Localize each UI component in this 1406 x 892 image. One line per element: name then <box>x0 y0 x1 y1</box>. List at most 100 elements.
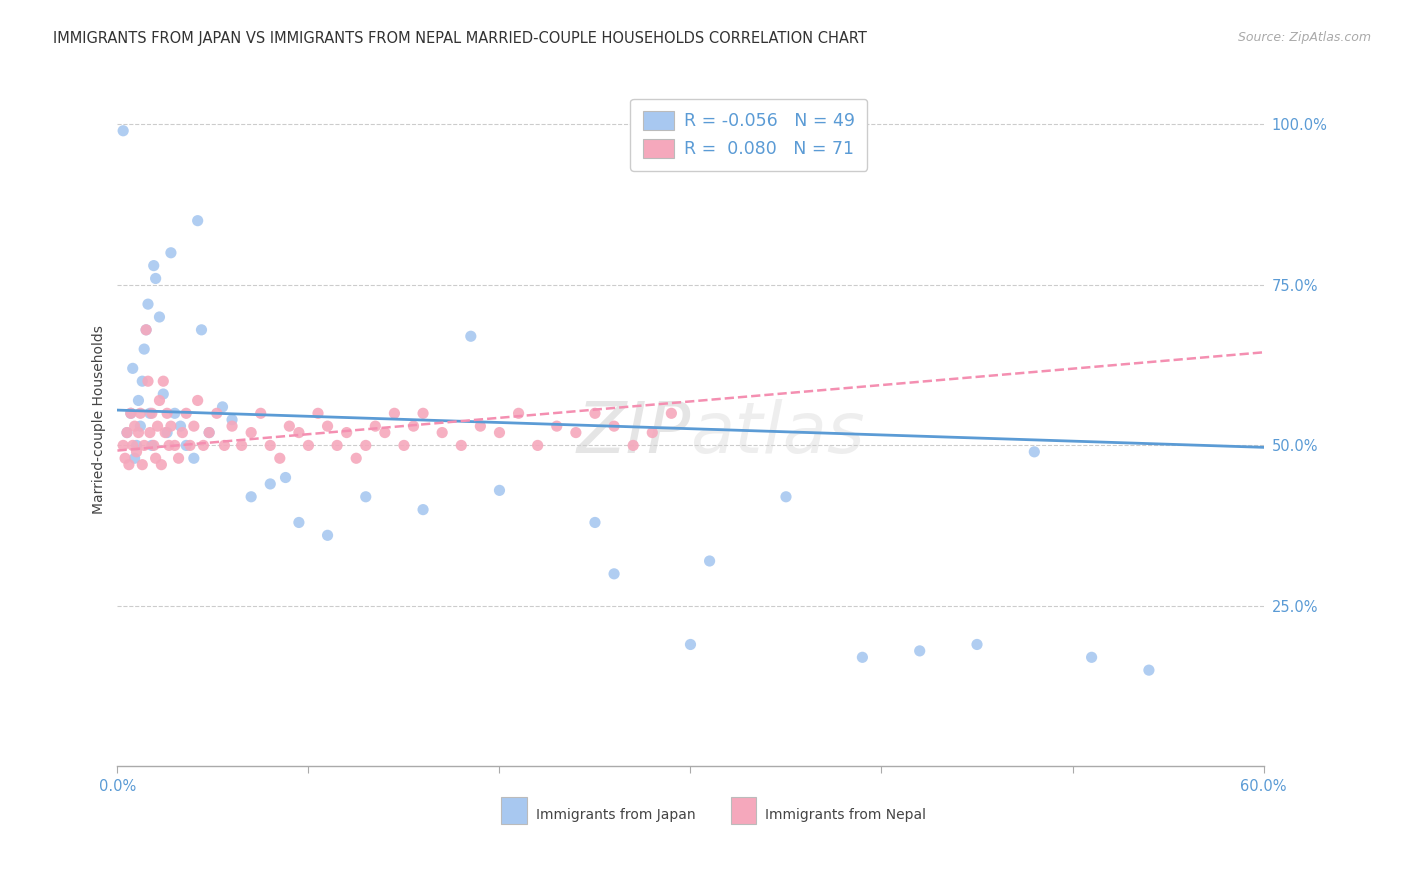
Point <box>139 406 162 420</box>
Point <box>450 438 472 452</box>
Point <box>152 387 174 401</box>
Point <box>131 374 153 388</box>
Point <box>470 419 492 434</box>
Point <box>679 637 702 651</box>
Point <box>966 637 988 651</box>
Point <box>412 502 434 516</box>
Point <box>183 419 205 434</box>
Point <box>354 438 377 452</box>
Point <box>546 419 568 434</box>
Legend: R = -0.056   N = 49, R =  0.080   N = 71: R = -0.056 N = 49, R = 0.080 N = 71 <box>630 99 868 170</box>
Point <box>120 406 142 420</box>
Point <box>160 245 183 260</box>
Point <box>112 124 135 138</box>
Point <box>775 490 797 504</box>
Point <box>152 374 174 388</box>
Point <box>156 425 179 440</box>
Point <box>187 393 209 408</box>
Point <box>198 425 221 440</box>
Point <box>142 438 165 452</box>
Text: Immigrants from Nepal: Immigrants from Nepal <box>765 808 927 822</box>
Point <box>221 413 243 427</box>
Point <box>167 451 190 466</box>
Point <box>274 470 297 484</box>
Point <box>488 483 510 498</box>
Point <box>136 374 159 388</box>
Y-axis label: Married-couple Households: Married-couple Households <box>93 326 107 514</box>
Point <box>641 425 664 440</box>
Point <box>150 458 173 472</box>
Point <box>851 650 873 665</box>
Point <box>205 406 228 420</box>
Point <box>145 271 167 285</box>
Point <box>249 406 271 420</box>
Point <box>153 425 176 440</box>
Point <box>316 528 339 542</box>
Point <box>115 425 138 440</box>
Point <box>156 406 179 420</box>
Point <box>169 419 191 434</box>
Point <box>139 425 162 440</box>
Point <box>526 438 548 452</box>
Point <box>259 438 281 452</box>
Point <box>1137 663 1160 677</box>
Point <box>129 406 152 420</box>
Point <box>240 490 263 504</box>
Point <box>157 438 180 452</box>
Point <box>121 438 143 452</box>
Point <box>344 451 367 466</box>
Point <box>288 516 311 530</box>
Point <box>583 516 606 530</box>
Point <box>136 297 159 311</box>
Point <box>179 438 201 452</box>
Point <box>124 419 146 434</box>
Text: Source: ZipAtlas.com: Source: ZipAtlas.com <box>1237 31 1371 45</box>
Point <box>307 406 329 420</box>
Point <box>269 451 291 466</box>
Point <box>460 329 482 343</box>
Point <box>142 259 165 273</box>
Point <box>364 419 387 434</box>
Point <box>118 458 141 472</box>
Text: ZIP: ZIP <box>576 399 690 468</box>
Point <box>124 451 146 466</box>
Point <box>603 419 626 434</box>
Point <box>127 393 149 408</box>
Text: atlas: atlas <box>690 399 865 468</box>
FancyBboxPatch shape <box>731 797 756 824</box>
Point <box>384 406 406 420</box>
Point <box>240 425 263 440</box>
Point <box>145 451 167 466</box>
Point <box>187 213 209 227</box>
Point <box>412 406 434 420</box>
Point <box>583 406 606 420</box>
Point <box>183 451 205 466</box>
Point <box>141 406 163 420</box>
Point <box>115 425 138 440</box>
Point <box>160 419 183 434</box>
Point <box>129 419 152 434</box>
Point <box>221 419 243 434</box>
Point <box>565 425 588 440</box>
Point <box>148 310 170 324</box>
Point <box>231 438 253 452</box>
Point <box>621 438 644 452</box>
Point <box>146 419 169 434</box>
Point <box>134 342 156 356</box>
Point <box>112 438 135 452</box>
Point <box>354 490 377 504</box>
Point <box>297 438 319 452</box>
Point <box>172 425 194 440</box>
Point <box>278 419 301 434</box>
Point <box>120 406 142 420</box>
Point <box>259 477 281 491</box>
Point <box>121 361 143 376</box>
Point <box>163 406 186 420</box>
Point <box>193 438 215 452</box>
Point <box>198 425 221 440</box>
Point <box>288 425 311 440</box>
Point <box>699 554 721 568</box>
Point <box>148 393 170 408</box>
Point <box>326 438 349 452</box>
Point <box>488 425 510 440</box>
